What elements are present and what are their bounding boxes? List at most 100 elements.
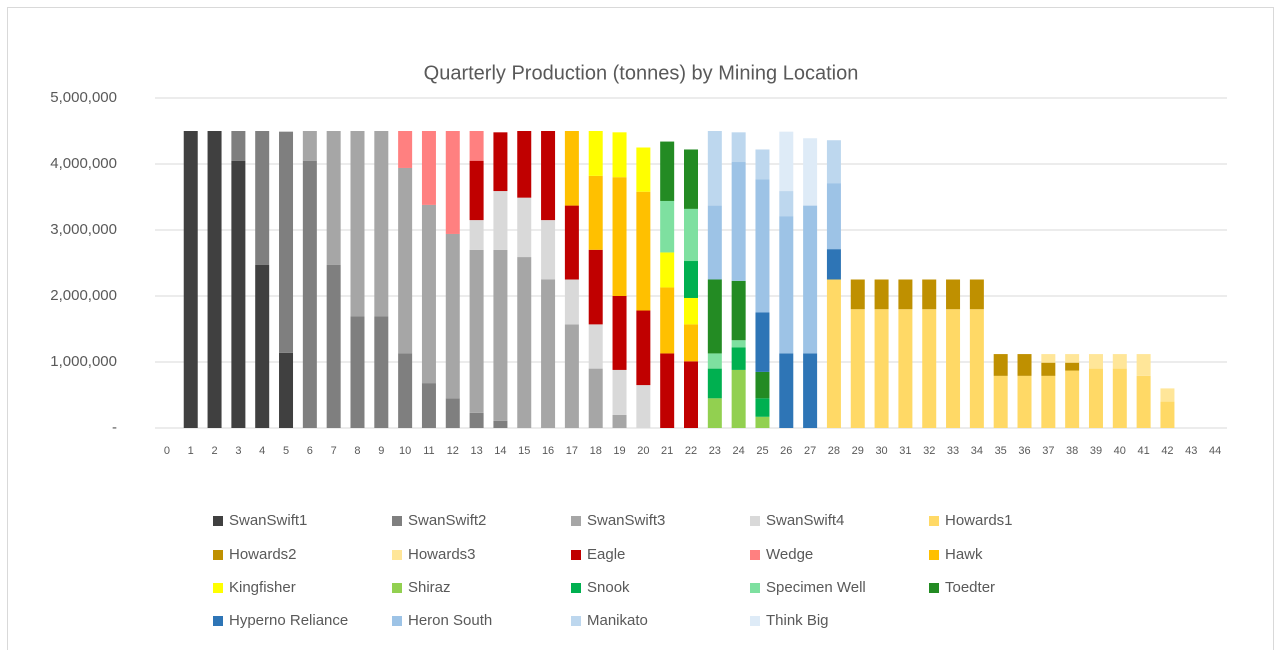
bar-segment <box>684 208 698 262</box>
x-tick-label: 28 <box>828 445 840 457</box>
bar-segment <box>183 131 198 428</box>
bar-segment <box>302 131 317 161</box>
x-tick-label: 36 <box>1018 445 1030 457</box>
bar-segment <box>588 175 603 250</box>
bar-segment <box>541 220 556 280</box>
x-tick-label: 12 <box>447 445 459 457</box>
x-tick-label: 22 <box>685 445 697 457</box>
bar-segment <box>684 361 698 428</box>
x-tick-label: 1 <box>188 445 194 457</box>
bar-segment <box>636 147 651 192</box>
bar-segment <box>636 385 651 428</box>
x-tick-label: 6 <box>307 445 313 457</box>
bar-segment <box>469 249 484 413</box>
bar-segment <box>1088 354 1103 369</box>
bar-segment <box>207 131 222 428</box>
x-tick-label: 43 <box>1185 445 1197 457</box>
x-tick-label: 9 <box>378 445 384 457</box>
legend-swatch <box>213 583 223 593</box>
bar-segment <box>279 131 294 353</box>
bar-segment <box>588 368 603 428</box>
bar-segment <box>1041 362 1056 376</box>
bar-segment <box>374 131 389 317</box>
bar-segment <box>588 249 603 325</box>
x-tick-label: 0 <box>164 445 170 457</box>
bar-segment <box>707 131 722 206</box>
x-tick-label: 35 <box>995 445 1007 457</box>
bar-segment <box>517 131 532 198</box>
x-tick-label: 3 <box>235 445 241 457</box>
x-tick-label: 31 <box>899 445 911 457</box>
legend-label: Shiraz <box>408 579 451 596</box>
bar-segment <box>826 249 841 280</box>
bar-segment <box>279 352 294 428</box>
bar-segment <box>826 140 841 184</box>
bar-segment <box>231 131 246 161</box>
x-tick-label: 15 <box>518 445 530 457</box>
x-tick-label: 4 <box>259 445 265 457</box>
bar-segment <box>922 279 937 310</box>
x-tick-label: 38 <box>1066 445 1078 457</box>
bar-segment <box>707 353 722 369</box>
bar-segment <box>398 167 413 354</box>
x-tick-label: 40 <box>1114 445 1126 457</box>
bar-segment <box>493 191 508 250</box>
bar-segment <box>755 416 770 428</box>
x-tick-label: 30 <box>875 445 887 457</box>
bar-segment <box>850 309 865 428</box>
x-tick-label: 33 <box>947 445 959 457</box>
legend-swatch <box>750 583 760 593</box>
bar-segment <box>874 279 889 310</box>
legend-label: Heron South <box>408 612 492 629</box>
bar-segment <box>731 347 746 370</box>
bar-segment <box>421 131 436 205</box>
x-tick-label: 13 <box>470 445 482 457</box>
bar-segment <box>326 131 341 265</box>
bar-segment <box>398 353 413 428</box>
bar-segment <box>421 383 436 428</box>
bar-segment <box>350 131 365 317</box>
x-tick-label: 32 <box>923 445 935 457</box>
bar-segment <box>946 279 961 310</box>
bar-segment <box>612 296 627 370</box>
bar-segment <box>755 149 770 180</box>
bar-segment <box>564 279 579 325</box>
bar-segment <box>731 340 746 348</box>
y-tick-label: 1,000,000 <box>50 353 117 370</box>
bar-segment <box>898 279 913 310</box>
bar-segment <box>684 261 698 298</box>
legend-label: Toedter <box>945 579 995 596</box>
y-tick-label: - <box>112 419 117 436</box>
bar-segment <box>1017 375 1032 428</box>
bar-segment <box>922 309 937 428</box>
legend-label: Specimen Well <box>766 579 866 596</box>
bar-segment <box>874 309 889 428</box>
bar-segment <box>1065 362 1080 371</box>
legend-label: Kingfisher <box>229 579 296 596</box>
x-tick-label: 29 <box>852 445 864 457</box>
legend-swatch <box>213 550 223 560</box>
bar-segment <box>302 160 317 428</box>
bar-segment <box>731 162 746 281</box>
bar-segment <box>564 131 579 206</box>
x-tick-label: 18 <box>590 445 602 457</box>
x-tick-label: 37 <box>1042 445 1054 457</box>
legend-swatch <box>392 583 402 593</box>
y-tick-label: 4,000,000 <box>50 155 117 172</box>
bar-segment <box>779 353 794 428</box>
bar-segment <box>707 279 722 354</box>
bar-segment <box>1041 375 1056 428</box>
legend-label: Hawk <box>945 546 983 563</box>
legend-label: SwanSwift4 <box>766 512 844 529</box>
x-tick-label: 14 <box>494 445 506 457</box>
bar-segment <box>255 264 270 428</box>
legend-swatch <box>392 616 402 626</box>
legend-swatch <box>929 583 939 593</box>
legend-swatch <box>392 550 402 560</box>
y-tick-label: 3,000,000 <box>50 221 117 238</box>
legend-label: SwanSwift3 <box>587 512 665 529</box>
bar-segment <box>541 131 556 221</box>
bar-segment <box>588 131 603 176</box>
bar-segment <box>445 233 460 399</box>
